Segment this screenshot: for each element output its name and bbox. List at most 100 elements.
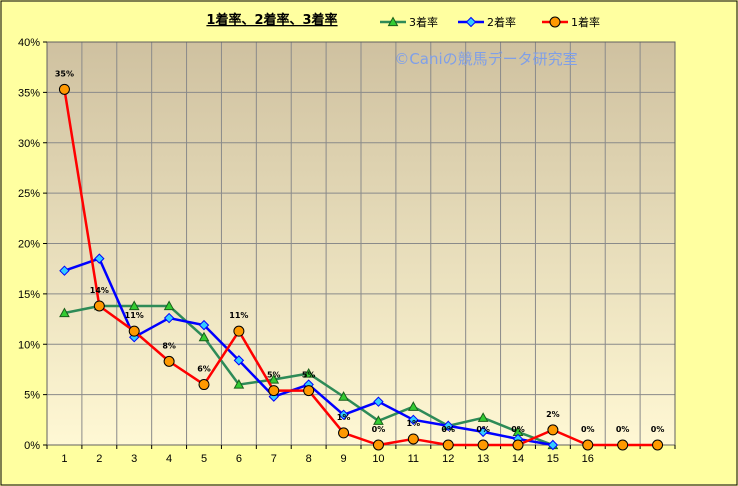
x-tick-label: 4 — [166, 453, 172, 465]
circle-marker — [338, 427, 350, 439]
circle-marker — [303, 385, 315, 397]
y-tick-label: 25% — [18, 188, 40, 200]
series-line — [63, 89, 658, 447]
x-tick-label: 8 — [306, 453, 312, 465]
y-axis-ticks: 0% 5% 10% 15% 20% 25% 30% 35% 40% — [18, 37, 47, 452]
data-label: 0% — [616, 425, 630, 434]
diamond-marker — [373, 396, 384, 407]
x-tick-label: 6 — [236, 453, 242, 465]
circle-marker — [652, 439, 664, 451]
series-group — [58, 83, 664, 451]
diamond-marker — [233, 355, 245, 366]
x-tick-label: 16 — [582, 453, 594, 465]
y-tick-label: 40% — [18, 37, 40, 49]
triangle-marker — [373, 415, 384, 425]
chart-title: 1着率、2着率、3着率 — [206, 12, 337, 28]
data-label: 0% — [372, 425, 386, 434]
data-label: 0% — [441, 425, 455, 434]
data-label: 11% — [229, 311, 248, 320]
circle-marker — [372, 439, 384, 451]
series-circle — [58, 83, 664, 451]
x-tick-label: 13 — [477, 453, 489, 465]
triangle-marker — [303, 367, 315, 378]
circle-marker — [233, 325, 245, 337]
diamond-marker — [465, 16, 477, 28]
diamond-marker — [59, 265, 70, 276]
y-tick-label: 10% — [18, 339, 40, 351]
data-label: 35% — [55, 69, 74, 78]
data-label: 0% — [581, 425, 595, 434]
circle-marker — [617, 439, 629, 451]
circle-marker — [58, 83, 70, 95]
x-tick-label: 1 — [61, 453, 67, 465]
x-tick-label: 10 — [372, 453, 384, 465]
x-tick-label: 11 — [408, 453, 419, 465]
data-labels: 35% 14% 11% 8% 6% 11% 5% 5% 1% 0% 1% 0% 0% 0% 2% 0% 0% 0% — [55, 69, 664, 434]
legend-item: 1着率 — [542, 15, 600, 29]
diamond-marker — [443, 420, 454, 432]
y-tick-label: 0% — [24, 440, 40, 452]
x-tick-label: 15 — [547, 453, 559, 465]
data-label: 1% — [407, 419, 421, 428]
x-tick-label: 9 — [340, 453, 346, 465]
triangle-marker — [59, 307, 70, 318]
circle-marker — [442, 439, 454, 451]
x-tick-label: 5 — [201, 453, 207, 465]
diamond-marker — [198, 319, 210, 331]
circle-marker — [549, 16, 561, 28]
legend: 3着率 2着率 1着率 — [380, 15, 600, 29]
x-axis-ticks: 1 2 3 4 5 6 7 8 9 10 11 12 13 14 15 16 — [46, 445, 676, 465]
legend-item: 3着率 — [380, 15, 438, 29]
y-tick-label: 35% — [18, 87, 40, 99]
y-tick-label: 30% — [18, 138, 40, 150]
circle-marker — [163, 355, 175, 367]
triangle-marker — [338, 391, 349, 401]
gridlines — [47, 41, 675, 446]
triangle-marker — [233, 379, 245, 389]
circle-marker — [512, 439, 524, 451]
watermark-text: ©Caniの競馬データ研究室 — [394, 50, 577, 68]
legend-item: 2着率 — [458, 15, 516, 29]
data-label: 1% — [337, 413, 351, 422]
triangle-marker — [163, 300, 175, 311]
legend-label: 2着率 — [487, 15, 516, 29]
circle-marker — [407, 433, 419, 445]
triangle-marker — [268, 373, 280, 384]
x-tick-label: 7 — [271, 453, 277, 465]
y-tick-label: 20% — [18, 239, 40, 251]
data-label: 0% — [476, 425, 490, 434]
y-tick-label: 5% — [24, 390, 40, 402]
diamond-marker — [94, 253, 105, 264]
legend-label: 1着率 — [571, 15, 600, 29]
diamond-marker — [547, 439, 559, 451]
triangle-marker — [198, 331, 210, 342]
data-label: 14% — [90, 286, 109, 295]
circle-marker — [198, 379, 210, 391]
circle-marker — [582, 439, 594, 451]
data-label: 5% — [267, 371, 281, 380]
x-tick-label: 2 — [96, 453, 102, 465]
diamond-marker — [163, 312, 175, 324]
triangle-marker — [407, 401, 419, 411]
data-label: 2% — [546, 410, 560, 419]
y-tick-label: 15% — [18, 289, 40, 301]
triangle-marker — [387, 16, 399, 27]
diamond-marker — [408, 414, 419, 426]
x-tick-label: 12 — [442, 453, 454, 465]
diamond-marker — [477, 426, 489, 438]
diamond-marker — [338, 409, 349, 420]
triangle-marker — [128, 300, 140, 311]
data-label: 6% — [197, 365, 211, 374]
circle-marker — [268, 385, 280, 397]
circle-marker — [128, 325, 140, 337]
data-label: 0% — [651, 425, 665, 434]
circle-marker — [477, 439, 489, 451]
data-label: 0% — [511, 425, 525, 434]
data-label: 11% — [125, 311, 144, 320]
circle-marker — [93, 300, 105, 312]
x-tick-label: 3 — [131, 453, 137, 465]
data-label: 8% — [162, 341, 176, 350]
circle-marker — [547, 424, 559, 436]
